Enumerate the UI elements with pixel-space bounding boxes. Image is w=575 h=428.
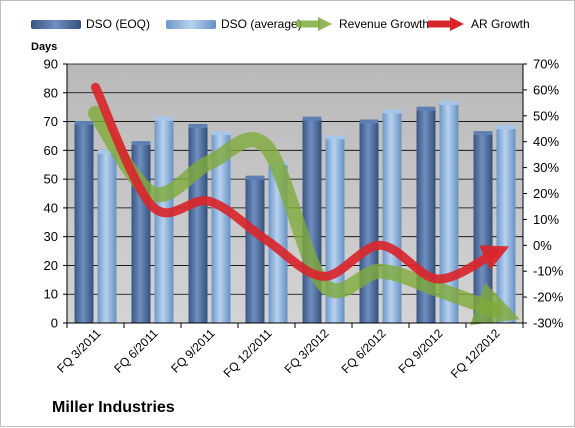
bar-top-dso-average [325, 135, 345, 140]
company-name: Miller Industries [52, 399, 175, 416]
y-tick-label: 40 [44, 200, 58, 215]
x-tick-label: FQ 3/2011 [54, 326, 104, 376]
y2-tick-label: -10% [533, 264, 564, 279]
bar-top-dso-average [211, 131, 231, 136]
y-tick-label: 10 [44, 287, 58, 302]
legend-swatch-dso-eoq [31, 19, 81, 29]
y-tick-label: 60 [44, 143, 58, 158]
bar-dso-average [382, 111, 402, 323]
legend-label-dso-eoq: DSO (EOQ) [86, 17, 151, 31]
x-tick-label: FQ 6/2011 [111, 326, 161, 376]
y-tick-label: 50 [44, 172, 58, 187]
y-tick-label: 30 [44, 229, 58, 244]
y-tick-label: 80 [44, 85, 58, 100]
bar-top-dso-eoq [359, 119, 379, 124]
y2-tick-label: 20% [533, 186, 559, 201]
bar-top-dso-average [154, 116, 174, 121]
bar-dso-eoq [245, 177, 265, 323]
y-tick-label: 20 [44, 258, 58, 273]
bar-top-dso-average [439, 100, 459, 105]
legend-label-ar-growth: AR Growth [471, 17, 530, 31]
x-tick-label: FQ 12/2012 [448, 326, 503, 381]
bar-dso-average [496, 127, 516, 323]
x-tick-label: FQ 12/2011 [221, 326, 275, 380]
x-tick-label: FQ 9/2011 [168, 326, 218, 376]
y-tick-label: 70 [44, 114, 58, 129]
bar-dso-eoq [473, 133, 493, 323]
y-axis-label: Days [31, 41, 58, 53]
legend-item-dso-average: DSO (average) [166, 11, 302, 37]
bar-top-dso-eoq [302, 116, 322, 121]
bar-top-dso-eoq [188, 123, 208, 128]
x-tick-label: FQ 3/2012 [282, 326, 332, 376]
bar-top-dso-eoq [245, 175, 265, 180]
bar-dso-average [439, 102, 459, 323]
legend-item-dso-eoq: DSO (EOQ) [31, 11, 150, 37]
ar-growth-line [91, 82, 510, 284]
bar-dso-eoq [302, 118, 322, 323]
bar-top-dso-average [496, 125, 516, 130]
legend-arrow-ar-growth-icon [428, 17, 464, 31]
y2-tick-label: 30% [533, 160, 559, 175]
x-tick-label: FQ 6/2012 [339, 326, 389, 376]
y-tick-label: 90 [44, 57, 58, 72]
y-tick-label: 0 [51, 316, 58, 331]
y2-tick-label: 10% [533, 212, 559, 227]
bar-top-dso-average [382, 109, 402, 114]
y2-tick-label: -20% [533, 290, 564, 305]
legend-label-revenue-growth: Revenue Growth [339, 17, 430, 31]
x-tick-label: FQ 9/2012 [396, 326, 446, 376]
bars [74, 100, 516, 323]
y2-tick-label: 70% [533, 57, 559, 72]
bar-dso-average [97, 151, 117, 323]
y2-tick-label: -30% [533, 316, 564, 331]
bar-top-dso-eoq [473, 131, 493, 136]
bar-dso-eoq [188, 125, 208, 323]
growth-lines [88, 82, 520, 326]
y2-tick-label: 0% [533, 238, 552, 253]
bar-dso-average [154, 118, 174, 323]
bar-dso-average [211, 133, 231, 323]
revenue-growth-line [88, 105, 520, 326]
y2-tick-label: 60% [533, 82, 559, 97]
legend-item-revenue-growth: Revenue Growth [294, 11, 429, 37]
bar-top-dso-eoq [416, 106, 436, 111]
bar-dso-eoq [359, 121, 379, 323]
y2-tick-label: 40% [533, 134, 559, 149]
legend-arrow-revenue-growth-icon [296, 17, 332, 31]
axes [63, 63, 527, 328]
legend-item-ar-growth: AR Growth [426, 11, 530, 37]
legend: DSO (EOQ) DSO (average) Revenue Growth A… [1, 11, 575, 37]
legend-label-dso-average: DSO (average) [221, 17, 302, 31]
bar-top-dso-eoq [131, 141, 151, 146]
y2-tick-label: 50% [533, 108, 559, 123]
bar-top-dso-eoq [74, 120, 94, 125]
legend-swatch-dso-average [166, 19, 216, 29]
bar-dso-eoq [74, 122, 94, 323]
